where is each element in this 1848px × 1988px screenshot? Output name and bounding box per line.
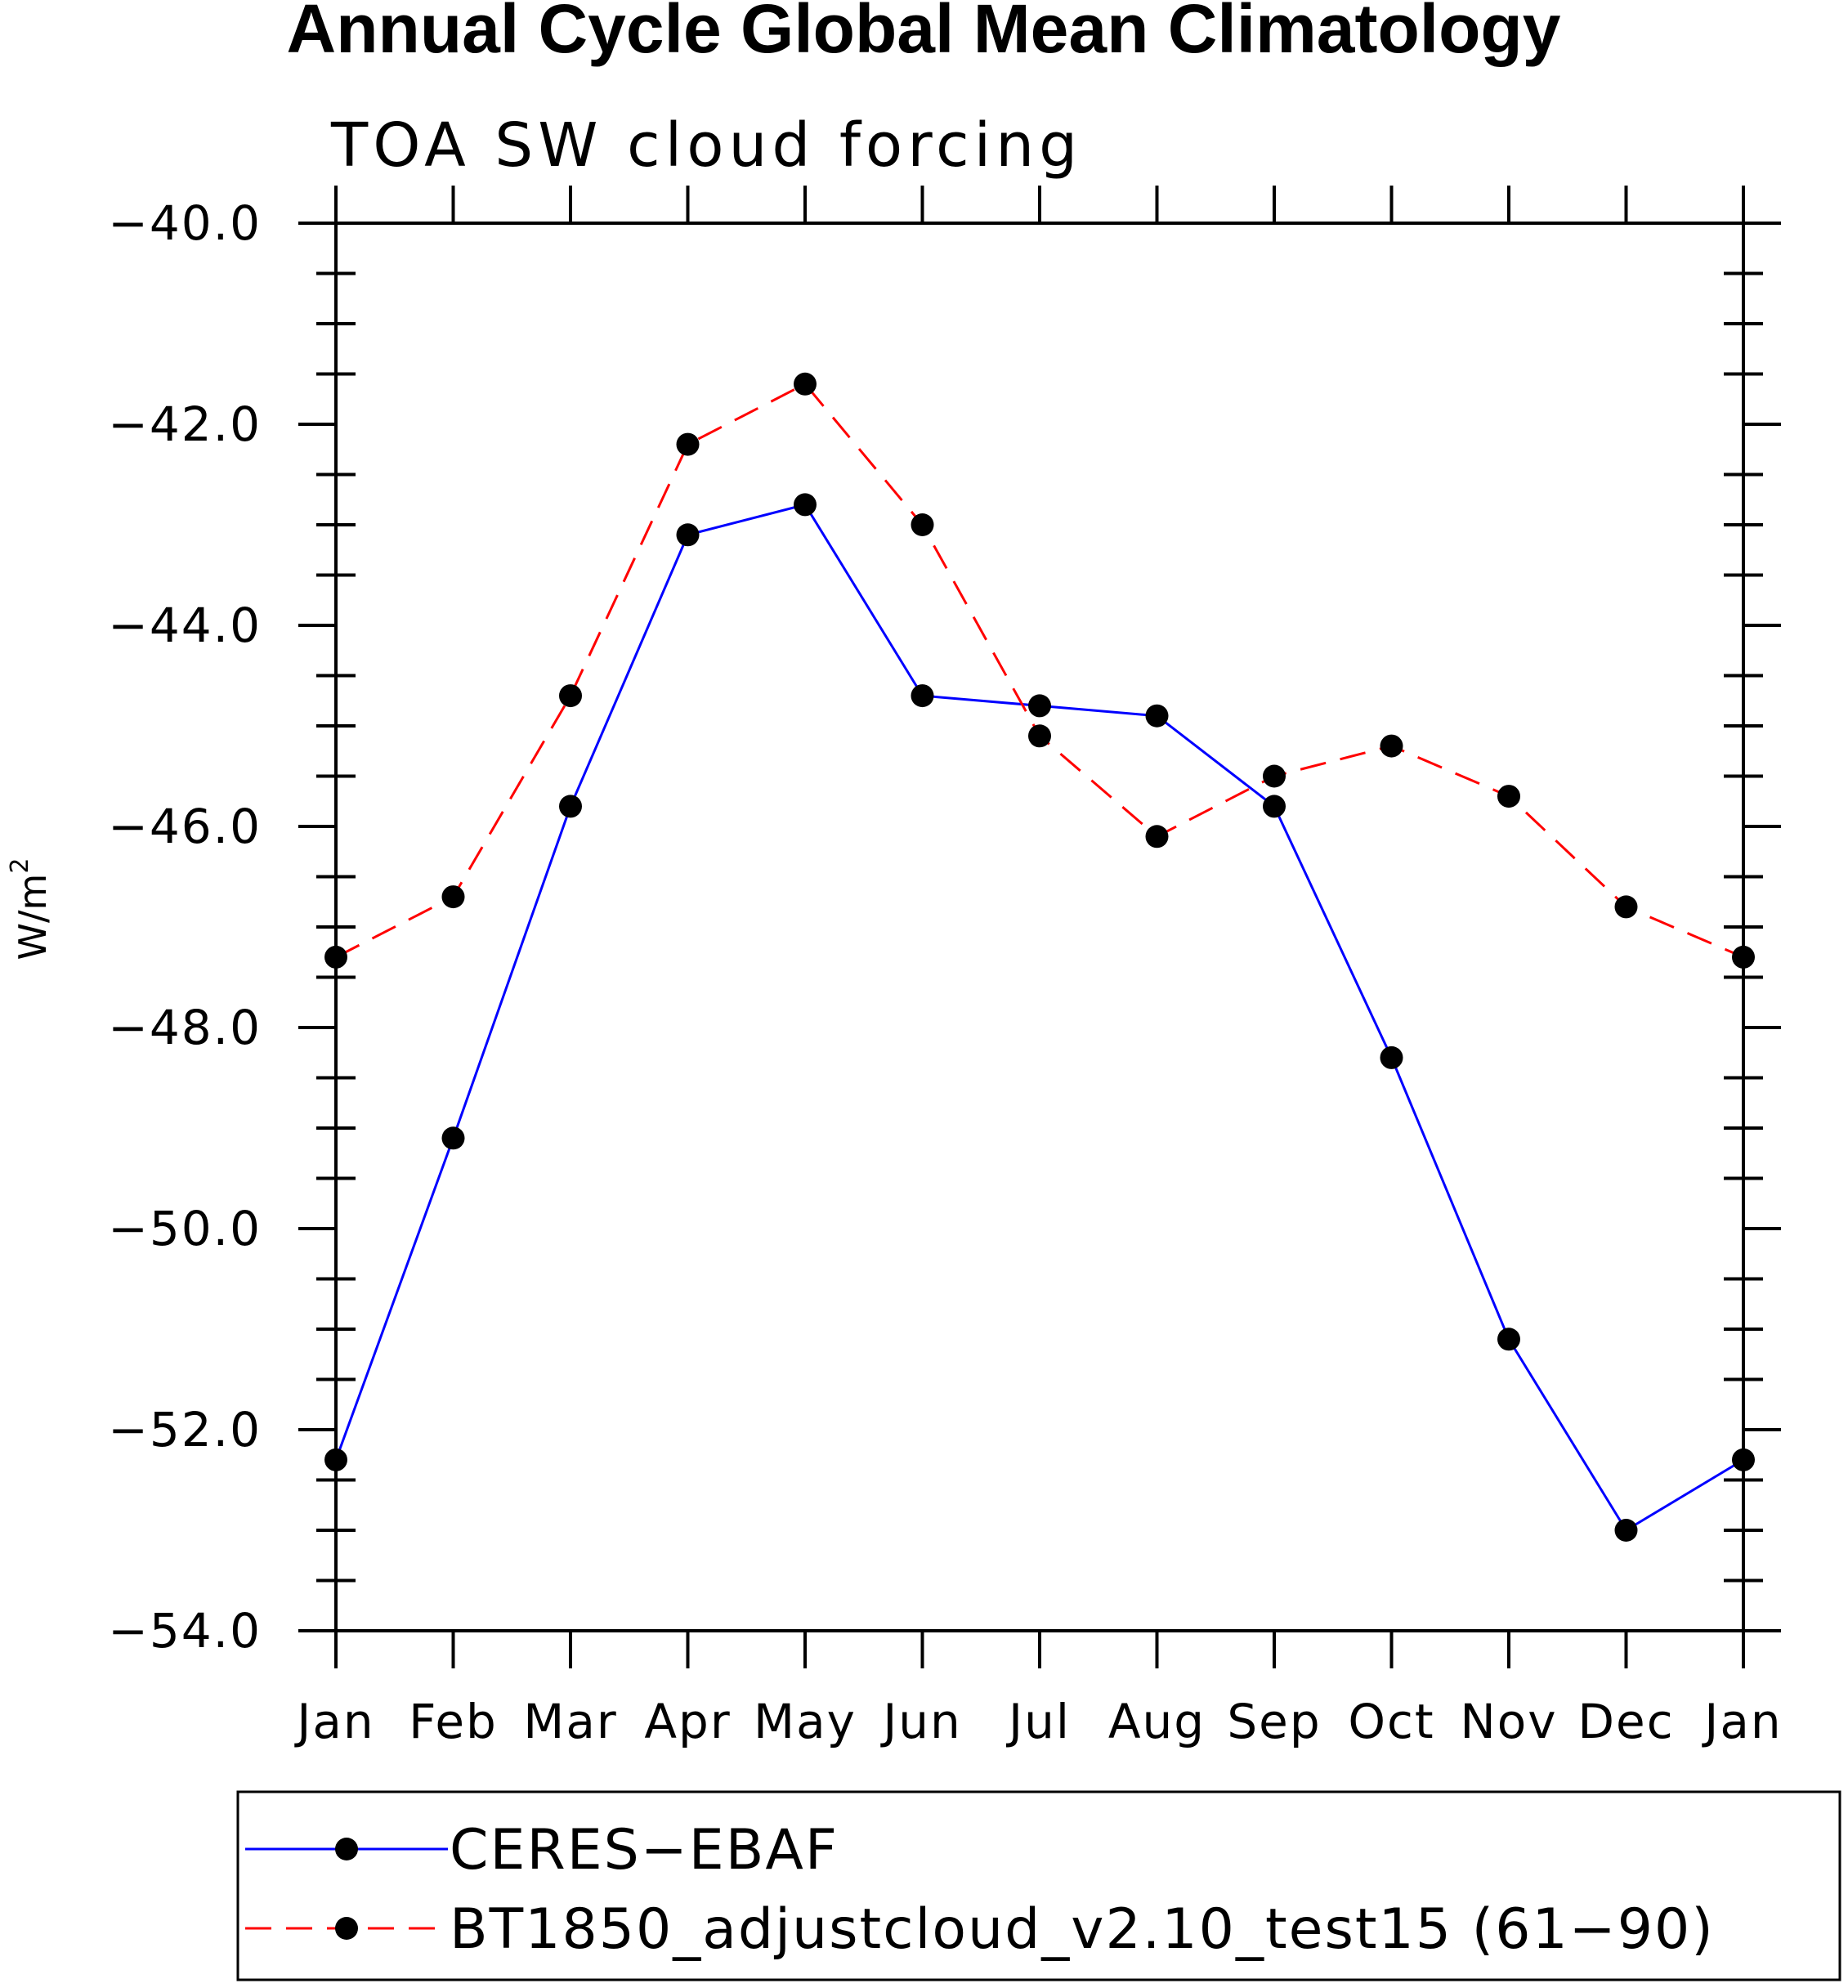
- x-tick-label: May: [754, 1694, 857, 1749]
- y-tick-label: −40.0: [108, 195, 262, 251]
- series-1-point: [559, 795, 582, 818]
- x-tick-label: Mar: [523, 1694, 617, 1749]
- series-2-point: [1732, 945, 1755, 969]
- series-1-point: [1732, 1448, 1755, 1471]
- legend-series-2-label: BT1850_adjustcloud_v2.10_test15 (61−90): [450, 1897, 1715, 1962]
- series-1-line: [334, 503, 1744, 1533]
- series-2-point: [1263, 764, 1286, 788]
- series-1-point: [794, 493, 817, 517]
- chart-title: Annual Cycle Global Mean Climatology: [287, 0, 1561, 67]
- x-tick-label: Oct: [1348, 1694, 1434, 1749]
- series-2-point: [1614, 895, 1638, 919]
- x-axis-ticks: Jan Feb Mar Apr May Jun Jul Aug Sep Oct Nov Dec Jan: [294, 186, 1782, 1749]
- series-2-point: [1497, 785, 1520, 808]
- x-tick-label: Jul: [1006, 1694, 1071, 1749]
- y-axis-label-text: W/m: [11, 874, 55, 960]
- series-1-point: [1614, 1519, 1638, 1542]
- y-axis-label: W/m2: [6, 858, 55, 960]
- series-1-point: [911, 684, 934, 708]
- series-1-point: [1028, 694, 1051, 718]
- series-1-point: [441, 1126, 465, 1150]
- series-2-point: [1145, 825, 1169, 848]
- series-2-point: [559, 684, 582, 708]
- x-tick-label: Jun: [880, 1694, 962, 1749]
- series-1-point: [1145, 704, 1169, 728]
- y-axis-label-superscript: 2: [6, 858, 34, 874]
- series-2-point: [1380, 734, 1403, 758]
- series-2-point: [911, 513, 934, 536]
- svg-text:W/m2: W/m2: [6, 858, 55, 960]
- x-tick-label: Nov: [1460, 1694, 1557, 1749]
- x-tick-label: Aug: [1108, 1694, 1206, 1749]
- series-1-point: [1263, 795, 1286, 818]
- y-tick-label: −52.0: [108, 1402, 262, 1457]
- y-tick-label: −54.0: [108, 1603, 262, 1659]
- y-tick-label: −44.0: [108, 598, 262, 653]
- x-tick-label: Jan: [1702, 1694, 1782, 1749]
- legend-series-1-swatch-marker: [335, 1838, 358, 1860]
- x-tick-label: Sep: [1227, 1694, 1321, 1749]
- series-2-point: [1028, 724, 1051, 748]
- x-tick-label: Dec: [1577, 1694, 1674, 1749]
- series-2-point: [676, 432, 700, 456]
- x-tick-label: Apr: [644, 1694, 731, 1749]
- legend: CERES−EBAF BT1850_adjustcloud_v2.10_test1…: [245, 1818, 1715, 1962]
- x-tick-label: Feb: [409, 1694, 498, 1749]
- chart-subtitle: TOA SW cloud forcing: [330, 110, 1082, 181]
- series-1-point: [324, 1448, 347, 1471]
- plot-frame: [334, 222, 1745, 1632]
- series-layer: [324, 372, 1755, 1542]
- legend-series-2-swatch-marker: [335, 1917, 358, 1940]
- y-tick-label: −42.0: [108, 396, 262, 452]
- legend-box: [236, 1790, 1841, 1981]
- y-tick-label: −46.0: [108, 799, 262, 854]
- y-axis-ticks: −40.0 −42.0 −44.0 −46.0 −48.0 −50.0 −52.0 −54.0: [108, 195, 1781, 1659]
- series-2-point: [324, 945, 347, 969]
- series-2-point: [794, 372, 817, 396]
- series-1-point: [676, 523, 700, 547]
- y-tick-label: −48.0: [108, 1000, 262, 1055]
- x-tick-label: Jan: [294, 1694, 374, 1749]
- series-1-point: [1497, 1328, 1520, 1351]
- series-1-point: [1380, 1045, 1403, 1069]
- series-2-point: [441, 885, 465, 909]
- legend-series-1-label: CERES−EBAF: [450, 1818, 839, 1883]
- y-tick-label: −50.0: [108, 1201, 262, 1256]
